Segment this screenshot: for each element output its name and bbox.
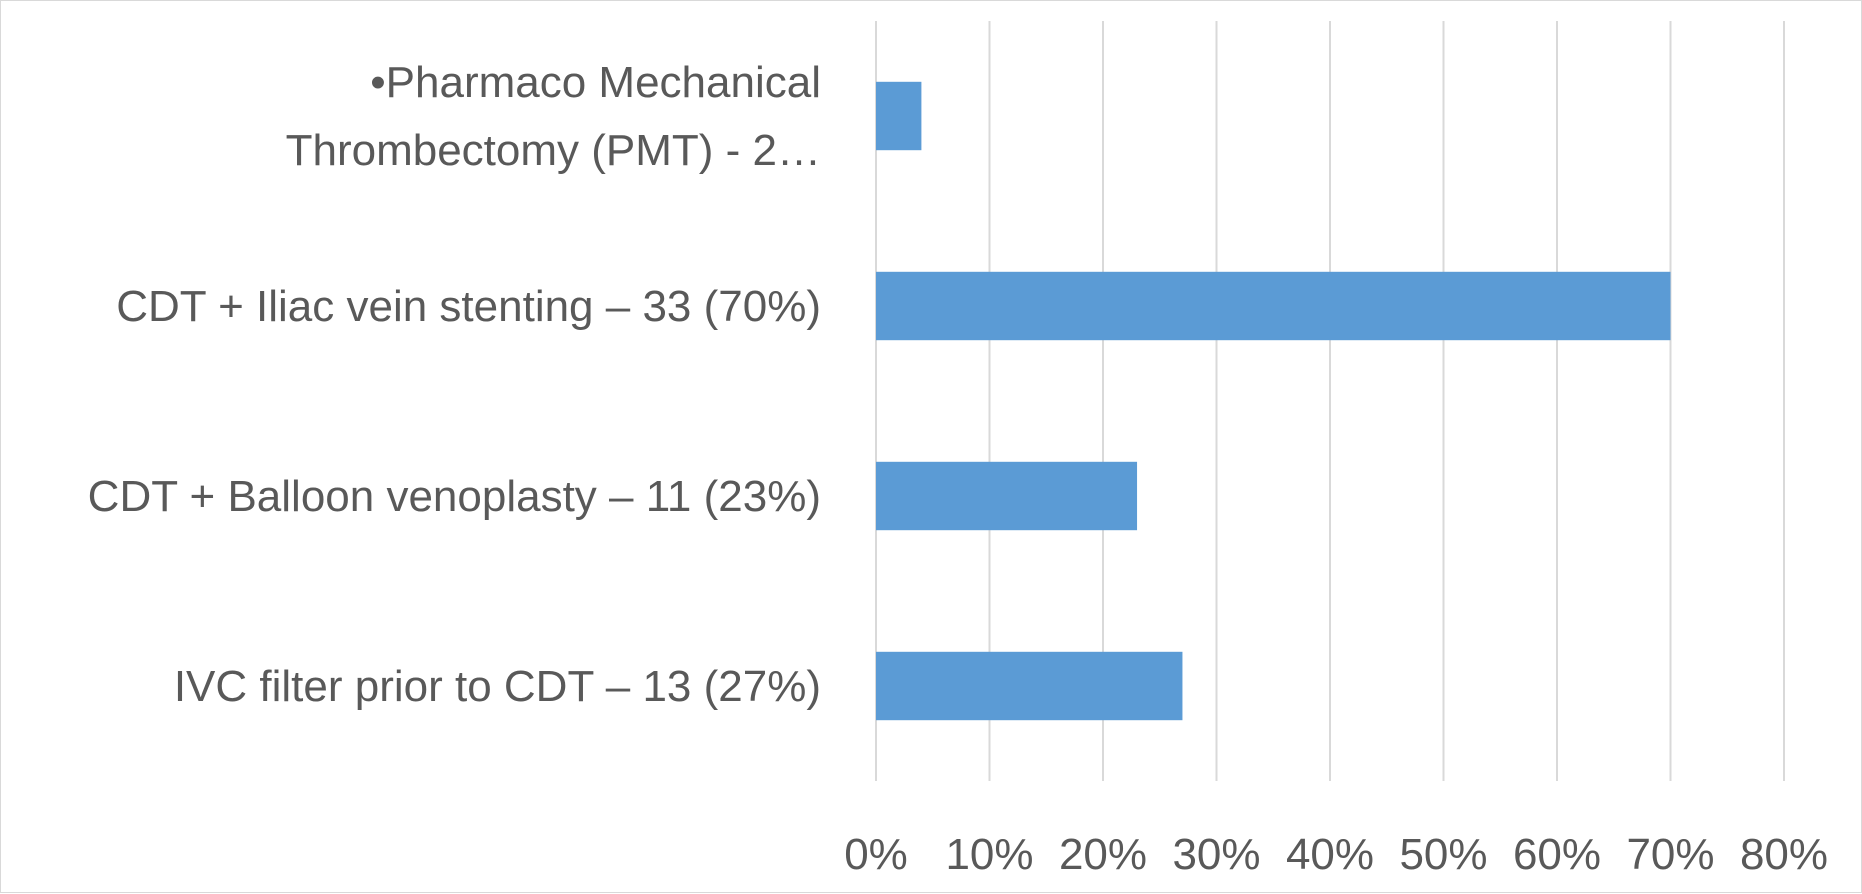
bar xyxy=(876,651,1183,721)
x-tick-label: 10% xyxy=(945,830,1033,879)
x-tick-label: 20% xyxy=(1059,830,1147,879)
x-tick-label: 40% xyxy=(1286,830,1374,879)
bar xyxy=(876,81,922,151)
category-label: Thrombectomy (PMT) - 2… xyxy=(286,126,821,175)
category-label: IVC filter prior to CDT – 13 (27%) xyxy=(174,662,821,711)
x-tick-label: 50% xyxy=(1399,830,1487,879)
bar xyxy=(876,271,1671,341)
x-tick-label: 60% xyxy=(1513,830,1601,879)
category-labels: •Pharmaco Mechanical Thrombectomy (PMT) -… xyxy=(88,58,821,711)
x-tick-label: 0% xyxy=(844,830,908,879)
bars xyxy=(876,81,1671,721)
gridlines xyxy=(875,21,1785,781)
x-tick-label: 30% xyxy=(1172,830,1260,879)
x-tick-label: 80% xyxy=(1740,830,1828,879)
x-tick-label: 70% xyxy=(1626,830,1714,879)
category-label: CDT + Iliac vein stenting – 33 (70%) xyxy=(116,282,821,331)
x-tick-labels: 0% 10% 20% 30% 40% 50% 60% 70% 80% xyxy=(844,830,1828,879)
category-label: •Pharmaco Mechanical xyxy=(370,58,821,107)
bar xyxy=(876,461,1138,531)
category-label: CDT + Balloon venoplasty – 11 (23%) xyxy=(88,472,821,521)
